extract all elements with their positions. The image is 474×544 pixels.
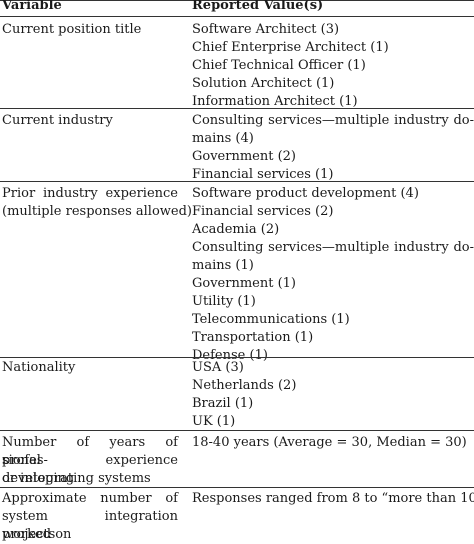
variable-line: or integrating systems — [2, 471, 151, 486]
value-line: Software Architect (3) — [192, 22, 340, 37]
row-nationality-variable: Nationality — [2, 359, 178, 377]
value-line: Solution Architect (1) — [192, 76, 335, 91]
row-rule — [0, 487, 474, 488]
value-line: Responses ranged from 8 to “more than 10… — [192, 491, 474, 506]
header-variable: Variable — [2, 0, 62, 13]
header-reported-values: Reported Value(s) — [192, 0, 324, 13]
variable-line: (multiple responses allowed) — [2, 204, 192, 219]
variable-line: worked on — [2, 527, 72, 542]
variable-line: Nationality — [2, 360, 76, 375]
value-line: UK (1) — [192, 414, 236, 429]
value-line: Chief Enterprise Architect (1) — [192, 40, 389, 55]
value-line: Netherlands (2) — [192, 378, 297, 393]
value-line: mains (4) — [192, 131, 254, 146]
value-line: Software product development (4) — [192, 186, 419, 201]
value-line: mains (1) — [192, 258, 254, 273]
value-line: USA (3) — [192, 360, 244, 375]
variable-line: Number of years of profes- — [2, 435, 178, 468]
row-rule — [0, 430, 474, 431]
value-line: Financial services (2) — [192, 204, 334, 219]
row-integration-projects-values: Responses ranged from 8 to “more than 10… — [192, 490, 474, 508]
value-line: Academia (2) — [192, 222, 280, 237]
value-line: Financial services (1) — [192, 167, 334, 182]
value-line: Transportation (1) — [192, 330, 314, 345]
variable-line: Current position title — [2, 22, 142, 37]
row-years-experience-variable: Number of years of profes- sional experi… — [2, 434, 178, 488]
variable-line: Prior industry experience — [2, 186, 178, 201]
row-prior-industry-variable: Prior industry experience (multiple resp… — [2, 185, 192, 221]
row-current-position-values: Software Architect (3) Chief Enterprise … — [192, 21, 474, 111]
value-line: Consulting services—multiple industry do… — [192, 240, 474, 255]
row-current-industry-variable: Current industry — [2, 112, 178, 130]
row-nationality-values: USA (3) Netherlands (2) Brazil (1) UK (1… — [192, 359, 474, 431]
value-line: Information Architect (1) — [192, 94, 358, 109]
row-current-industry-values: Consulting services—multiple industry do… — [192, 112, 474, 184]
variable-line: Current industry — [2, 113, 113, 128]
row-rule — [0, 357, 474, 358]
value-line: Consulting services—multiple industry do… — [192, 113, 474, 128]
value-line: Government (1) — [192, 276, 296, 291]
row-current-position-variable: Current position title — [2, 21, 178, 39]
value-line: Defense (1) — [192, 348, 268, 363]
row-prior-industry-values: Software product development (4) Financi… — [192, 185, 474, 365]
row-years-experience-values: 18-40 years (Average = 30, Median = 30) — [192, 434, 474, 452]
header-rule — [0, 16, 474, 17]
value-line: Government (2) — [192, 149, 296, 164]
table-top-rule — [0, 0, 474, 1]
variable-line: sional experience developing — [2, 453, 178, 486]
value-line: 18-40 years (Average = 30, Median = 30) — [192, 435, 467, 450]
value-line: Chief Technical Officer (1) — [192, 58, 366, 73]
row-rule — [0, 181, 474, 182]
value-line: Utility (1) — [192, 294, 256, 309]
variable-line: system integration projects — [2, 509, 178, 542]
variable-line: Approximate number of — [2, 491, 178, 506]
row-rule — [0, 108, 474, 109]
value-line: Brazil (1) — [192, 396, 254, 411]
value-line: Telecommunications (1) — [192, 312, 350, 327]
row-integration-projects-variable: Approximate number of system integration… — [2, 490, 178, 544]
